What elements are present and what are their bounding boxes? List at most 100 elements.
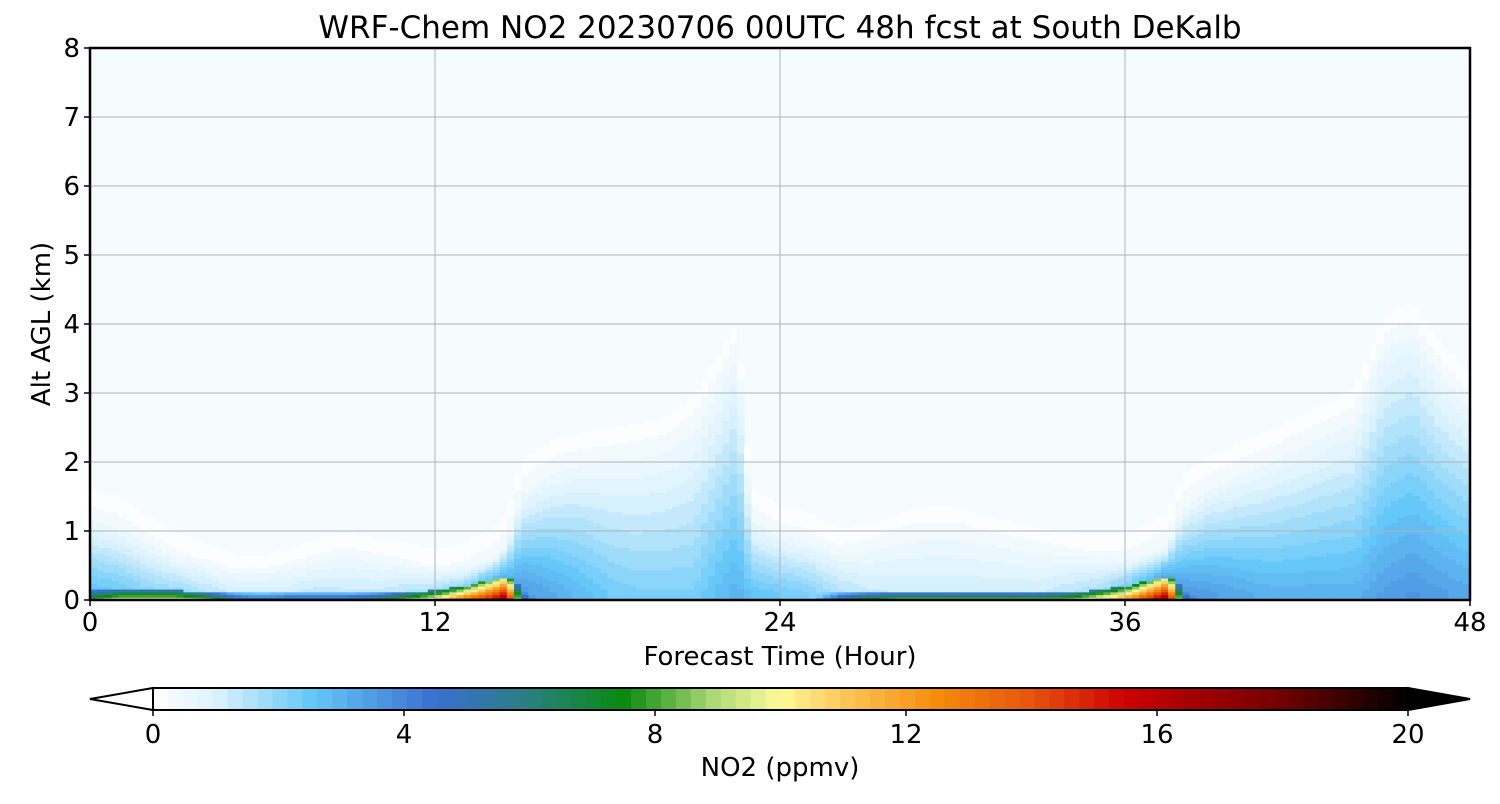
heatmap-cell bbox=[672, 577, 680, 582]
heatmap-cell bbox=[887, 522, 896, 527]
heatmap-cell bbox=[1010, 594, 1018, 598]
heatmap-cell bbox=[859, 547, 867, 551]
heatmap-cell bbox=[1045, 575, 1054, 579]
heatmap-cell bbox=[233, 555, 242, 560]
heatmap-cell bbox=[837, 583, 846, 587]
heatmap-cell bbox=[521, 550, 530, 554]
heatmap-cell bbox=[550, 506, 558, 510]
heatmap-cell bbox=[988, 531, 997, 535]
heatmap-cell bbox=[708, 390, 716, 394]
heatmap-cell bbox=[722, 586, 731, 590]
heatmap-cell bbox=[700, 519, 709, 524]
heatmap-cell bbox=[895, 547, 903, 551]
heatmap-cell bbox=[621, 478, 630, 482]
heatmap-cell bbox=[557, 542, 565, 546]
heatmap-cell bbox=[305, 597, 314, 600]
heatmap-cell bbox=[97, 564, 105, 568]
heatmap-cell bbox=[808, 583, 817, 587]
heatmap-cell bbox=[722, 464, 731, 469]
heatmap-cell bbox=[729, 390, 738, 394]
heatmap-cell bbox=[578, 500, 587, 504]
heatmap-cell bbox=[197, 558, 206, 562]
heatmap-cell bbox=[521, 464, 530, 469]
heatmap-cell bbox=[729, 588, 738, 593]
heatmap-cell bbox=[772, 569, 781, 573]
heatmap-cell bbox=[823, 594, 831, 598]
heatmap-cell bbox=[923, 591, 932, 596]
heatmap-cell bbox=[672, 481, 680, 485]
heatmap-cell bbox=[499, 528, 508, 532]
heatmap-cell bbox=[169, 553, 177, 557]
heatmap-cell bbox=[1053, 558, 1061, 562]
heatmap-cell bbox=[600, 464, 609, 469]
heatmap-cell bbox=[585, 456, 594, 460]
heatmap-cell bbox=[406, 577, 415, 582]
heatmap-cell bbox=[607, 508, 616, 513]
heatmap-cell bbox=[614, 583, 623, 587]
heatmap-cell bbox=[140, 514, 149, 518]
heatmap-cell bbox=[686, 450, 695, 455]
heatmap-cell bbox=[147, 528, 156, 532]
heatmap-cell bbox=[873, 594, 882, 598]
heatmap-cell bbox=[758, 514, 767, 518]
heatmap-cell bbox=[959, 531, 968, 535]
heatmap-cell bbox=[478, 591, 486, 596]
heatmap-cell bbox=[1017, 528, 1025, 532]
heatmap-cell bbox=[988, 588, 997, 593]
heatmap-cell bbox=[97, 569, 105, 573]
heatmap-cell bbox=[593, 577, 601, 582]
heatmap-cell bbox=[341, 572, 350, 576]
heatmap-cell bbox=[880, 583, 889, 587]
heatmap-cell bbox=[614, 539, 623, 543]
heatmap-cell bbox=[550, 539, 558, 543]
heatmap-cell bbox=[391, 547, 400, 551]
heatmap-cell bbox=[413, 580, 422, 585]
heatmap-cell bbox=[729, 340, 738, 344]
heatmap-cell bbox=[1017, 544, 1025, 549]
heatmap-cell bbox=[657, 531, 666, 535]
heatmap-cell bbox=[542, 547, 551, 551]
heatmap-cell bbox=[722, 467, 731, 471]
heatmap-cell bbox=[708, 453, 716, 458]
heatmap-cell bbox=[205, 575, 213, 579]
heatmap-cell bbox=[938, 539, 946, 543]
heatmap-cell bbox=[90, 528, 98, 532]
heatmap-cell bbox=[363, 566, 371, 571]
heatmap-cell bbox=[550, 528, 558, 532]
heatmap-cell bbox=[844, 539, 853, 543]
heatmap-cell bbox=[190, 558, 199, 562]
heatmap-cell bbox=[118, 583, 127, 587]
heatmap-cell bbox=[837, 597, 846, 600]
heatmap-cell bbox=[693, 473, 702, 477]
heatmap-cell bbox=[643, 591, 652, 596]
heatmap-cell bbox=[370, 539, 379, 543]
heatmap-cell bbox=[154, 561, 163, 565]
heatmap-cell bbox=[679, 547, 688, 551]
heatmap-cell bbox=[657, 481, 666, 485]
heatmap-cell bbox=[585, 555, 594, 560]
heatmap-cell bbox=[736, 393, 745, 397]
heatmap-cell bbox=[90, 591, 98, 596]
heatmap-cell bbox=[686, 506, 695, 510]
heatmap-cell bbox=[679, 575, 688, 579]
heatmap-cell bbox=[916, 588, 925, 593]
heatmap-cell bbox=[1031, 550, 1040, 554]
heatmap-cell bbox=[636, 528, 645, 532]
heatmap-cell bbox=[449, 588, 458, 593]
heatmap-cell bbox=[665, 558, 673, 562]
heatmap-cell bbox=[700, 381, 709, 386]
heatmap-cell bbox=[629, 586, 637, 590]
heatmap-cell bbox=[715, 577, 724, 582]
heatmap-cell bbox=[974, 522, 982, 527]
heatmap-cell bbox=[621, 586, 630, 590]
heatmap-cell bbox=[952, 588, 961, 593]
heatmap-cell bbox=[729, 583, 738, 587]
heatmap-cell bbox=[391, 566, 400, 571]
heatmap-cell bbox=[672, 420, 680, 424]
heatmap-cell bbox=[593, 531, 601, 535]
heatmap-cell bbox=[140, 558, 149, 562]
heatmap-cell bbox=[974, 542, 982, 546]
heatmap-cell bbox=[952, 583, 961, 587]
heatmap-cell bbox=[140, 547, 149, 551]
heatmap-cell bbox=[406, 550, 415, 554]
